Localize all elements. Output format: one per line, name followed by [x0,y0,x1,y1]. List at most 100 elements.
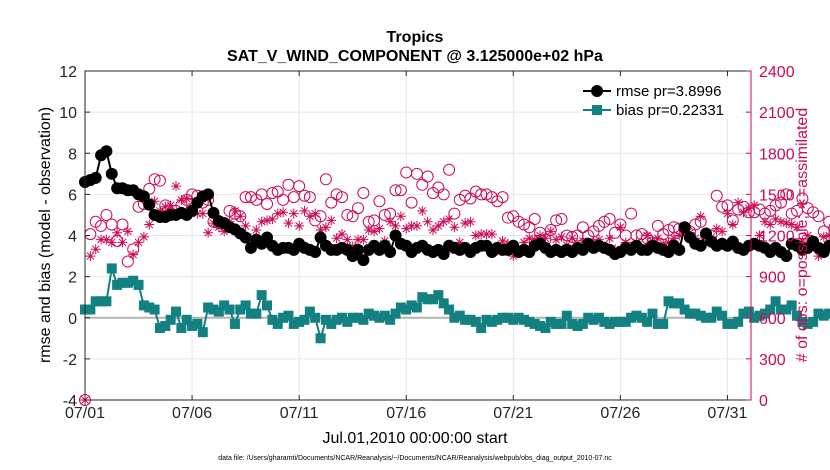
obs-assimilated-point [272,208,283,219]
legend-bias-marker [592,105,602,115]
obs-assimilated-point [797,235,808,246]
bias-point [626,312,637,323]
obs-assimilated-point [138,231,149,242]
obs-assimilated-point [192,208,203,219]
obs-assimilated-point [529,234,540,245]
data-file-note: data file: /Users/gharamti/Documents/NCA… [218,455,612,462]
bias-point [267,314,278,325]
obs-possible-point [373,195,386,208]
bias-point [219,300,230,311]
obs-possible-point [576,221,589,234]
rmse-point [352,243,365,256]
obs-assimilated-point [743,203,754,214]
bias-point [492,314,503,325]
obs-assimilated-point [154,205,165,216]
obs-assimilated-point [593,234,604,245]
obs-assimilated-point [733,197,744,208]
obs-possible-point [421,170,434,183]
obs-assimilated-point [165,200,176,211]
obs-possible-point [518,218,531,231]
obs-assimilated-point [411,220,422,231]
obs-possible-point [261,197,274,210]
obs-assimilated-point [754,230,765,241]
obs-assimilated-point [444,214,455,225]
obs-possible-point [319,173,332,186]
obs-assimilated-point [353,234,364,245]
bias-point [406,300,417,311]
obs-possible-point [100,208,113,221]
bias-point [326,318,337,329]
obs-assimilated-point [567,233,578,244]
obs-assimilated-point [256,216,267,227]
obs-assimilated-point [674,230,685,241]
obs-possible-point [780,188,793,201]
bias-point [663,296,674,307]
obs-assimilated-point [792,222,803,233]
bias-point [561,310,572,321]
bias-point [192,318,203,329]
obs-assimilated-point [749,200,760,211]
bias-point [229,318,240,329]
bias-point [401,304,412,315]
bias-point [647,308,658,319]
bias-point [288,318,299,329]
x-tick-label: 07/31 [707,405,747,422]
bias-point [717,310,728,321]
obs-assimilated-point [320,222,331,233]
bias-point [165,314,176,325]
obs-possible-point [352,202,365,215]
x-tick-label: 07/26 [600,405,640,422]
bias-point [652,318,663,329]
bias-point [765,304,776,315]
obs-assimilated-point [460,218,471,229]
bias-point [342,316,353,327]
obs-possible-point [357,187,370,200]
obs-assimilated-point [604,233,615,244]
obs-possible-point [716,200,729,213]
bias-point [722,318,733,329]
bias-point [583,312,594,323]
obs-assimilated-point [203,227,214,238]
obs-possible-point [121,255,134,268]
bias-point [824,308,830,319]
data-layer [79,145,830,406]
legend: rmse pr=3.8996 bias pr=0.22331 [581,79,742,119]
bias-point [684,308,695,319]
obs-assimilated-point [818,231,829,242]
obs-assimilated-point [556,231,567,242]
bias-point [449,312,460,323]
bias-point [197,327,208,338]
obs-possible-point [394,184,407,197]
obs-assimilated-point [449,222,460,233]
obs-possible-point [437,188,450,201]
bias-point [427,294,438,305]
obs-assimilated-point [240,220,251,231]
bias-point [353,312,364,323]
bias-point [122,277,133,288]
bias-point [144,302,155,313]
bias-point [160,320,171,331]
obs-assimilated-point [294,220,305,231]
obs-assimilated-point [144,219,155,230]
bias-point [358,314,369,325]
obs-assimilated-point [663,237,674,248]
obs-assimilated-point [251,225,262,236]
bias-point [481,314,492,325]
obs-assimilated-point [770,214,781,225]
bias-point [187,320,198,331]
bias-point [786,300,797,311]
y-right-tick-label: 600 [759,311,786,328]
bias-point [754,310,765,321]
obs-possible-point [555,213,568,226]
rmse-point [105,167,118,180]
obs-assimilated-point [401,223,412,234]
bias-point [138,300,149,311]
y-axis-left-label: rmse and bias (model - observation) [37,107,54,363]
obs-possible-point [298,189,311,202]
bias-point [299,314,310,325]
obs-assimilated-point [149,196,160,207]
bias-point [208,304,219,315]
legend-rmse-label: rmse pr=3.8996 [616,83,721,100]
bias-point [551,318,562,329]
obs-possible-point [448,207,461,220]
